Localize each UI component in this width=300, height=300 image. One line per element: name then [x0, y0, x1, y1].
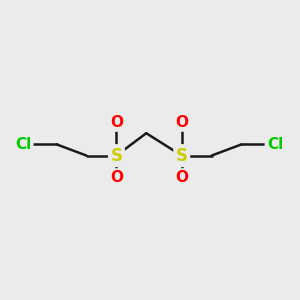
Text: Cl: Cl [15, 137, 31, 152]
Text: Cl: Cl [267, 137, 283, 152]
Text: S: S [176, 147, 188, 165]
Text: O: O [175, 115, 188, 130]
Text: O: O [110, 170, 123, 185]
Text: S: S [110, 147, 122, 165]
Text: O: O [175, 170, 188, 185]
Text: O: O [110, 115, 123, 130]
